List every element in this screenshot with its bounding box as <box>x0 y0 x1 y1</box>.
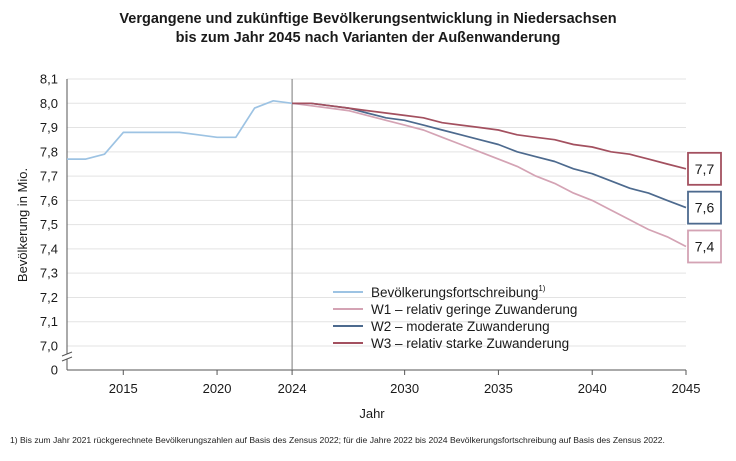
y-tick-label-6: 7,6 <box>40 193 58 208</box>
footnote: 1) Bis zum Jahr 2021 rückgerechnete Bevö… <box>10 435 665 445</box>
chart-title-line-1: Vergangene und zukünftige Bevölkerungsen… <box>119 11 617 27</box>
y-tick-label-2: 7,2 <box>40 290 58 305</box>
series-line-2 <box>292 102 687 209</box>
y-tick-label-0: 7,0 <box>40 339 58 354</box>
x-tick-label-0: 2015 <box>109 381 138 396</box>
x-tick-label-1: 2020 <box>203 381 232 396</box>
y-tick-label-10: 8,0 <box>40 96 58 111</box>
legend-label-1: W1 – relativ geringe Zuwanderung <box>371 302 577 317</box>
y-tick-label-9: 7,9 <box>40 120 58 135</box>
chart-title-line-2: bis zum Jahr 2045 nach Varianten der Auß… <box>175 30 561 46</box>
series-line-1 <box>291 102 687 248</box>
x-tick-label-2: 2024 <box>278 381 307 396</box>
x-tick-label-4: 2035 <box>484 381 513 396</box>
end-value-box-3 <box>687 151 722 186</box>
series-line-3 <box>292 102 687 170</box>
end-value-box-2 <box>687 190 722 225</box>
y-axis-label: Bevölkerung in Mio. <box>15 168 30 282</box>
y-tick-label-7: 7,7 <box>40 169 58 184</box>
x-tick-label-3: 2030 <box>390 381 419 396</box>
legend-footnote-mark: 1) <box>538 284 545 293</box>
legend-label-3: W3 – relativ starke Zuwanderung <box>371 336 569 351</box>
y-tick-label-4: 7,4 <box>40 241 58 256</box>
y-tick-label-8: 7,8 <box>40 144 58 159</box>
x-tick-label-5: 2040 <box>578 381 607 396</box>
y-tick-label-5: 7,5 <box>40 217 58 232</box>
end-value-box-1 <box>687 229 722 264</box>
legend-label-2: W2 – moderate Zuwanderung <box>371 319 550 334</box>
legend-label-0: Bevölkerungsfortschreibung1) <box>371 284 546 300</box>
y-tick-label-1: 7,1 <box>40 314 58 329</box>
end-value-label-3: 7,7 <box>695 161 715 177</box>
y-tick-label-11: 8,1 <box>40 72 58 87</box>
end-value-label-1: 7,4 <box>695 238 715 254</box>
x-axis-label: Jahr <box>359 406 385 421</box>
series-line-0 <box>67 99 293 160</box>
y-axis-break-mark <box>61 351 73 362</box>
chart-title: Vergangene und zukünftige Bevölkerungsen… <box>0 10 736 48</box>
x-tick-label-6: 2045 <box>672 381 701 396</box>
y-tick-label-3: 7,3 <box>40 266 58 281</box>
y-tick-label-zero: 0 <box>51 363 58 378</box>
end-value-label-2: 7,6 <box>695 200 715 216</box>
